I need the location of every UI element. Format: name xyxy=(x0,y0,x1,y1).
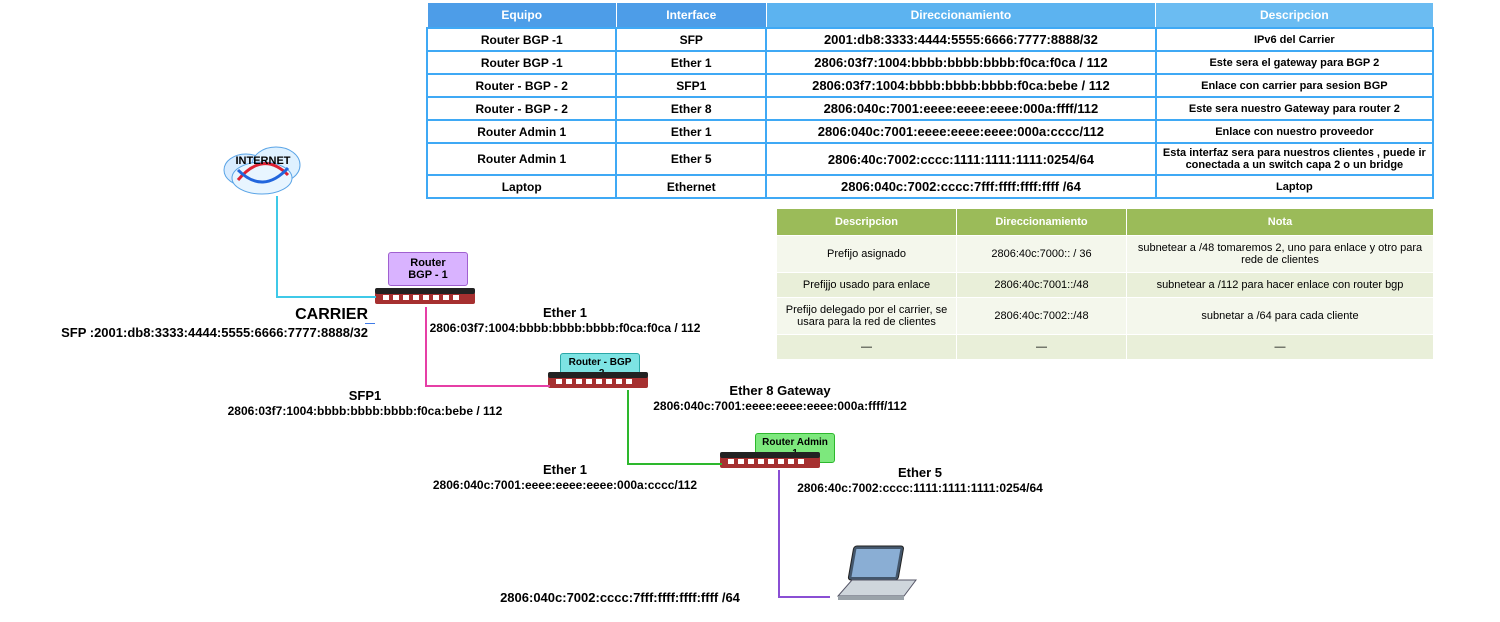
th-interface: Interface xyxy=(616,3,766,29)
cell-dir: 2001:db8:3333:4444:5555:6666:7777:8888/3… xyxy=(766,28,1156,51)
cell-desc: — xyxy=(777,335,957,360)
cell-equipo: Router BGP -1 xyxy=(427,28,616,51)
cell-desc: Enlace con carrier para sesion BGP xyxy=(1156,74,1433,97)
cell-desc: Enlace con nuestro proveedor xyxy=(1156,120,1433,143)
e8-block: Ether 8 Gateway 2806:040c:7001:eeee:eeee… xyxy=(635,383,925,414)
link-admin-laptop-v xyxy=(778,470,780,598)
sfp1-addr: 2806:03f7:1004:bbbb:bbbb:bbbb:f0ca:bebe … xyxy=(200,404,530,419)
cell-dir: 2806:03f7:1004:bbbb:bbbb:bbbb:f0ca:f0ca … xyxy=(766,51,1156,74)
table-row: Prefijjo usado para enlace2806:40c:7001:… xyxy=(777,273,1434,298)
cell-iface: SFP1 xyxy=(616,74,766,97)
link-admin-laptop-h xyxy=(778,596,830,598)
router-bgp1-badge: Router BGP - 1 xyxy=(388,252,468,286)
e1-bgp1-addr: 2806:03f7:1004:bbbb:bbbb:bbbb:f0ca:f0ca … xyxy=(410,321,720,336)
cell-equipo: Router Admin 1 xyxy=(427,143,616,175)
router-bgp2-icon xyxy=(548,372,648,392)
table-row: Router - BGP - 2Ether 82806:040c:7001:ee… xyxy=(427,97,1433,120)
cell-iface: Ether 5 xyxy=(616,143,766,175)
internet-label: INTERNET xyxy=(218,155,308,169)
carrier-block: CARRIER SFP :2001:db8:3333:4444:5555:666… xyxy=(8,305,368,341)
e5-addr: 2806:40c:7002:cccc:1111:1111:1111:0254/6… xyxy=(780,481,1060,496)
th-dir: Direccionamiento xyxy=(766,3,1156,29)
cell-desc: Prefijjo usado para enlace xyxy=(777,273,957,298)
cell-dir: 2806:40c:7001::/48 xyxy=(957,273,1127,298)
cell-desc: Este sera nuestro Gateway para router 2 xyxy=(1156,97,1433,120)
e5-title: Ether 5 xyxy=(780,465,1060,481)
cell-iface: SFP xyxy=(616,28,766,51)
sfp1-title: SFP1 xyxy=(200,388,530,404)
table-row: Router - BGP - 2SFP12806:03f7:1004:bbbb:… xyxy=(427,74,1433,97)
cell-dir: 2806:040c:7001:eeee:eeee:eeee:000a:ffff/… xyxy=(766,97,1156,120)
cell-dir: 2806:40c:7002:cccc:1111:1111:1111:0254/6… xyxy=(766,143,1156,175)
link-bgp1-bgp2-h xyxy=(425,385,550,387)
link-cloud-bgp1-v xyxy=(276,196,278,296)
cell-dir: 2806:40c:7002::/48 xyxy=(957,298,1127,335)
table-row: Router Admin 1Ether 12806:040c:7001:eeee… xyxy=(427,120,1433,143)
cell-desc: IPv6 del Carrier xyxy=(1156,28,1433,51)
carrier-sfp: SFP :2001:db8:3333:4444:5555:6666:7777:8… xyxy=(8,325,368,341)
cell-iface: Ethernet xyxy=(616,175,766,198)
e8-title: Ether 8 Gateway xyxy=(635,383,925,399)
cell-equipo: Router BGP -1 xyxy=(427,51,616,74)
table-row: LaptopEthernet2806:040c:7002:cccc:7fff:f… xyxy=(427,175,1433,198)
e1-admin-block: Ether 1 2806:040c:7001:eeee:eeee:eeee:00… xyxy=(410,462,720,493)
cell-dir: 2806:40c:7000:: / 36 xyxy=(957,236,1127,273)
laptop-icon xyxy=(830,540,920,610)
e5-block: Ether 5 2806:40c:7002:cccc:1111:1111:111… xyxy=(780,465,1060,496)
th-equipo: Equipo xyxy=(427,3,616,29)
cell-desc: Este sera el gateway para BGP 2 xyxy=(1156,51,1433,74)
th2-desc: Descripcion xyxy=(777,209,957,236)
cell-nota: — xyxy=(1127,335,1434,360)
cell-equipo: Router Admin 1 xyxy=(427,120,616,143)
table-row: Prefijo delegado por el carrier, se usar… xyxy=(777,298,1434,335)
cell-iface: Ether 1 xyxy=(616,51,766,74)
cell-desc: Prefijo asignado xyxy=(777,236,957,273)
link-cloud-bgp1-h xyxy=(276,296,376,298)
cell-desc: Laptop xyxy=(1156,175,1433,198)
cell-equipo: Router - BGP - 2 xyxy=(427,97,616,120)
sfp1-block: SFP1 2806:03f7:1004:bbbb:bbbb:bbbb:f0ca:… xyxy=(200,388,530,419)
cell-dir: 2806:03f7:1004:bbbb:bbbb:bbbb:f0ca:bebe … xyxy=(766,74,1156,97)
th-desc: Descripcion xyxy=(1156,3,1433,29)
carrier-title: CARRIER xyxy=(8,305,368,325)
table-row: Router BGP -1Ether 12806:03f7:1004:bbbb:… xyxy=(427,51,1433,74)
cell-iface: Ether 1 xyxy=(616,120,766,143)
addressing-table: Equipo Interface Direccionamiento Descri… xyxy=(426,2,1434,199)
cell-equipo: Laptop xyxy=(427,175,616,198)
ether1-bgp1-block: Ether 1 2806:03f7:1004:bbbb:bbbb:bbbb:f0… xyxy=(410,305,720,336)
link-bgp2-admin-v xyxy=(627,390,629,465)
table-row: ——— xyxy=(777,335,1434,360)
link-bgp2-admin-h xyxy=(627,463,722,465)
cell-dir: — xyxy=(957,335,1127,360)
e1-admin-addr: 2806:040c:7001:eeee:eeee:eeee:000a:cccc/… xyxy=(410,478,720,493)
internet-cloud: INTERNET xyxy=(218,130,308,203)
cell-nota: subnetear a /112 para hacer enlace con r… xyxy=(1127,273,1434,298)
cell-nota: subnetar a /64 para cada cliente xyxy=(1127,298,1434,335)
table-row: Prefijo asignado2806:40c:7000:: / 36subn… xyxy=(777,236,1434,273)
laptop-addr: 2806:040c:7002:cccc:7fff:ffff:ffff:ffff … xyxy=(475,590,765,606)
cell-desc: Esta interfaz sera para nuestros cliente… xyxy=(1156,143,1433,175)
e8-addr: 2806:040c:7001:eeee:eeee:eeee:000a:ffff/… xyxy=(635,399,925,414)
cell-desc: Prefijo delegado por el carrier, se usar… xyxy=(777,298,957,335)
cell-iface: Ether 8 xyxy=(616,97,766,120)
table-row: Router BGP -1SFP2001:db8:3333:4444:5555:… xyxy=(427,28,1433,51)
table-row: Router Admin 1Ether 52806:40c:7002:cccc:… xyxy=(427,143,1433,175)
prefix-table: Descripcion Direccionamiento Nota Prefij… xyxy=(776,208,1434,360)
link-bgp1-bgp2-v xyxy=(425,307,427,385)
e1-bgp1-title: Ether 1 xyxy=(410,305,720,321)
cell-nota: subnetear a /48 tomaremos 2, uno para en… xyxy=(1127,236,1434,273)
cell-equipo: Router - BGP - 2 xyxy=(427,74,616,97)
cell-dir: 2806:040c:7002:cccc:7fff:ffff:ffff:ffff … xyxy=(766,175,1156,198)
cell-dir: 2806:040c:7001:eeee:eeee:eeee:000a:cccc/… xyxy=(766,120,1156,143)
th2-nota: Nota xyxy=(1127,209,1434,236)
link-carrier-bgp1 xyxy=(365,323,375,324)
th2-dir: Direccionamiento xyxy=(957,209,1127,236)
